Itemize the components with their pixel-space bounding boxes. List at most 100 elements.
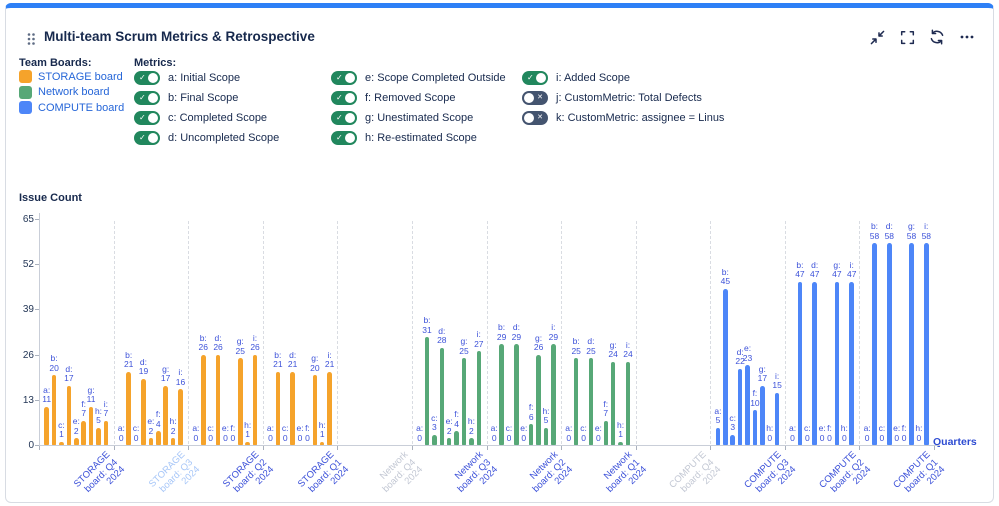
bar[interactable] — [103, 420, 109, 445]
bar-value-label: f: 10 — [750, 388, 760, 408]
bar-value-label: f: 0 — [305, 423, 310, 443]
bar[interactable] — [760, 385, 765, 445]
y-tick-label: 65 — [22, 214, 34, 225]
bar[interactable] — [215, 354, 221, 445]
x-tick — [188, 446, 190, 450]
bar[interactable] — [74, 438, 79, 445]
bar[interactable] — [66, 385, 72, 445]
bar[interactable] — [432, 434, 437, 445]
bar-value-label: g: 26 — [533, 332, 544, 353]
bar-value-label: h: 2 — [169, 416, 177, 436]
bar[interactable] — [170, 438, 176, 445]
legend-board-item[interactable]: Network board — [19, 85, 110, 99]
bar[interactable] — [59, 441, 64, 445]
bar[interactable] — [536, 354, 541, 445]
bar[interactable] — [543, 427, 549, 445]
bar[interactable] — [610, 361, 616, 445]
bar[interactable] — [730, 434, 735, 445]
bar[interactable] — [588, 358, 594, 445]
bar[interactable] — [439, 347, 445, 445]
bar[interactable] — [290, 371, 295, 445]
y-tick-label: 52 — [22, 259, 34, 271]
bar-value-label: i: 58 — [921, 221, 932, 241]
bar[interactable] — [141, 378, 146, 445]
bar[interactable] — [126, 371, 131, 445]
toggle-switch[interactable]: ✓ — [331, 91, 357, 105]
toggle-switch[interactable]: ✓ — [134, 91, 160, 105]
bar[interactable] — [812, 281, 817, 445]
bar[interactable] — [245, 441, 250, 445]
bar[interactable] — [163, 385, 168, 445]
bar[interactable] — [424, 337, 430, 445]
toggle-knob — [524, 113, 534, 123]
bar[interactable] — [446, 438, 452, 445]
more-icon[interactable] — [959, 29, 975, 45]
bar[interactable] — [476, 351, 482, 445]
bar[interactable] — [909, 243, 914, 445]
bar[interactable] — [81, 420, 86, 445]
bar[interactable] — [797, 281, 803, 445]
collapse-icon[interactable] — [869, 29, 885, 45]
bar[interactable] — [312, 375, 318, 445]
fullscreen-icon[interactable] — [899, 29, 915, 45]
bar[interactable] — [178, 389, 183, 445]
bar[interactable] — [88, 406, 94, 445]
bar-value-label: e: 0 — [221, 423, 229, 443]
bar[interactable] — [551, 344, 556, 445]
toggle-switch[interactable]: ✓ — [331, 111, 357, 125]
bar[interactable] — [603, 420, 609, 445]
bar[interactable] — [723, 288, 728, 445]
bar[interactable] — [872, 243, 877, 445]
toggle-switch[interactable]: ✓ — [522, 71, 548, 85]
bar-value-label: a: 0 — [565, 423, 573, 443]
bar[interactable] — [156, 431, 161, 445]
bar[interactable] — [469, 438, 474, 445]
bar[interactable] — [499, 344, 504, 445]
refresh-icon[interactable] — [929, 29, 945, 45]
legend-board-item[interactable]: COMPUTE board — [19, 101, 124, 114]
bar[interactable] — [514, 344, 519, 445]
bar[interactable] — [51, 375, 57, 445]
bar[interactable] — [327, 371, 332, 445]
bar[interactable] — [252, 354, 258, 445]
bar[interactable] — [752, 410, 758, 445]
widget-toolbar — [869, 29, 975, 45]
toggle-switch[interactable]: ✓ — [331, 131, 357, 145]
bar[interactable] — [625, 361, 631, 445]
legend-board-item[interactable]: STORAGE board — [19, 70, 123, 83]
x-tick — [635, 446, 637, 450]
bar[interactable] — [618, 441, 623, 445]
toggle-switch[interactable]: ✓ — [134, 71, 160, 85]
bar[interactable] — [774, 392, 780, 445]
bar[interactable] — [319, 441, 325, 445]
bar[interactable] — [44, 406, 49, 445]
toggle-switch[interactable]: ✓ — [134, 131, 160, 145]
bar[interactable] — [275, 371, 281, 445]
bar[interactable] — [201, 354, 206, 445]
bar[interactable] — [96, 427, 101, 445]
bar[interactable] — [834, 281, 840, 445]
bar[interactable] — [454, 431, 459, 445]
metric-toggle-label: g: Unestimated Scope — [365, 112, 474, 124]
bar[interactable] — [238, 358, 243, 445]
toggle-switch[interactable]: ✕ — [522, 111, 548, 125]
bar[interactable] — [745, 365, 750, 445]
bar[interactable] — [924, 243, 929, 445]
toggle-switch[interactable]: ✕ — [522, 91, 548, 105]
bar[interactable] — [573, 358, 579, 445]
toggle-switch[interactable]: ✓ — [331, 71, 357, 85]
bar[interactable] — [461, 358, 467, 445]
bar[interactable] — [849, 281, 854, 445]
drag-handle-icon[interactable] — [26, 32, 36, 51]
toggle-knob — [148, 113, 158, 123]
bar-value-label: e: 2 — [147, 416, 155, 436]
toggle-switch[interactable]: ✓ — [134, 111, 160, 125]
x-axis-group-label-text: Network board: Q2 2024 — [527, 449, 575, 495]
bar[interactable] — [887, 243, 892, 445]
bar[interactable] — [148, 438, 154, 445]
bar-value-label: h: 0 — [915, 423, 923, 443]
bar[interactable] — [528, 424, 534, 445]
board-color-swatch — [19, 70, 32, 83]
bar[interactable] — [715, 427, 721, 445]
bar[interactable] — [737, 368, 743, 445]
